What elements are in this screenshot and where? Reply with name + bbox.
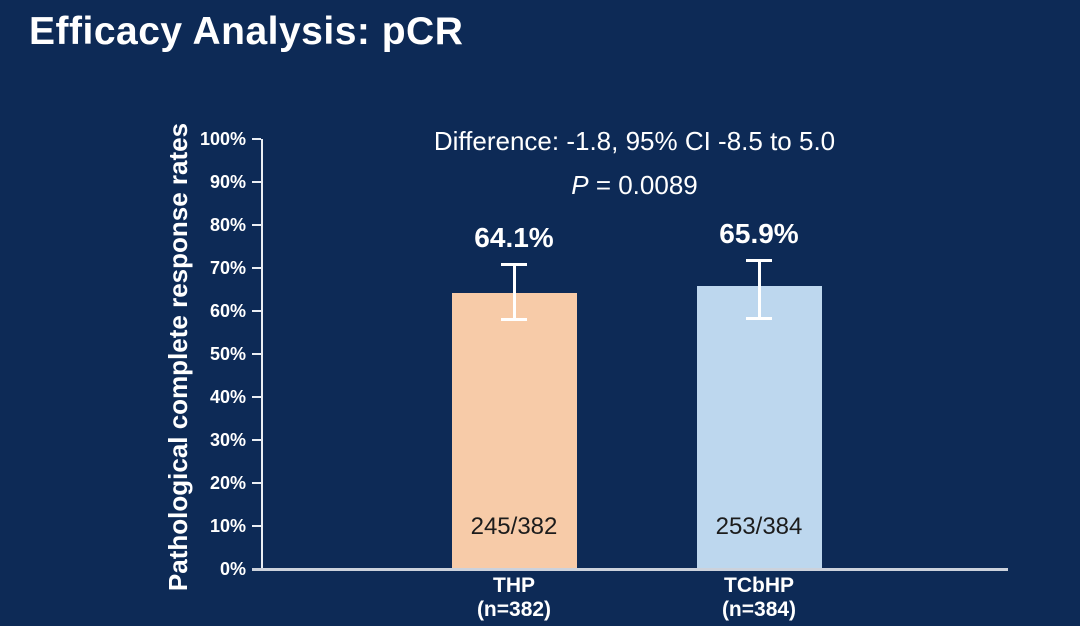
y-axis-tick [252, 310, 261, 312]
y-axis-tick [252, 224, 261, 226]
y-axis-tick [252, 181, 261, 183]
difference-text: Difference: -1.8, 95% CI -8.5 to 5.0 [433, 126, 836, 156]
slide-title: Efficacy Analysis: pCR [29, 10, 464, 53]
p-symbol: P [571, 170, 589, 200]
y-axis-tick-label: 80% [209, 215, 246, 235]
y-axis-tick-label: 100% [199, 129, 246, 149]
category-n: (n=384) [721, 598, 797, 621]
value-label-thp: 64.1% [474, 221, 554, 253]
y-axis-tick-label: 20% [209, 473, 246, 493]
error-bar-line [757, 258, 761, 320]
error-bar-tcbhp [746, 258, 772, 320]
y-axis-tick [252, 138, 261, 140]
error-bar-thp [501, 262, 527, 321]
y-axis-tick-label: 60% [209, 301, 246, 321]
count-label-thp: 245/382 [470, 513, 558, 540]
y-axis-tick [252, 267, 261, 269]
y-axis-tick-label: 0% [219, 559, 246, 579]
category-name: TCbHP [724, 574, 794, 597]
y-axis-tick-label: 10% [209, 516, 246, 536]
y-axis-tick-label: 50% [209, 344, 246, 364]
x-axis-line [252, 568, 1008, 571]
error-bar-line [512, 262, 516, 321]
y-axis-tick-label: 90% [209, 172, 246, 192]
y-axis-tick [252, 439, 261, 441]
annotations: Difference: -1.8, 95% CI -8.5 to 5.0 P =… [261, 126, 1008, 200]
bar-thp [451, 293, 577, 569]
bar-tcbhp [696, 285, 822, 569]
category-n: (n=382) [476, 598, 552, 621]
value-label-tcbhp: 65.9% [719, 217, 799, 249]
y-axis-tick-label: 30% [209, 430, 246, 450]
category-name: THP [493, 574, 535, 597]
y-axis-tick [252, 353, 261, 355]
count-label-tcbhp: 253/384 [715, 513, 803, 540]
category-label-tcbhp: TCbHP (n=384) [639, 574, 879, 622]
error-bar-bottom-cap [501, 317, 527, 321]
y-axis-tick [252, 396, 261, 398]
y-axis-line [261, 139, 263, 571]
y-axis-tick [252, 482, 261, 484]
y-axis-tick-label: 40% [209, 387, 246, 407]
y-axis-tick [252, 525, 261, 527]
p-value-text: P = 0.0089 [261, 170, 1008, 200]
category-label-thp: THP (n=382) [394, 574, 634, 622]
p-value: = 0.0089 [588, 170, 698, 200]
y-axis-tick-label: 70% [209, 258, 246, 278]
error-bar-bottom-cap [746, 316, 772, 320]
